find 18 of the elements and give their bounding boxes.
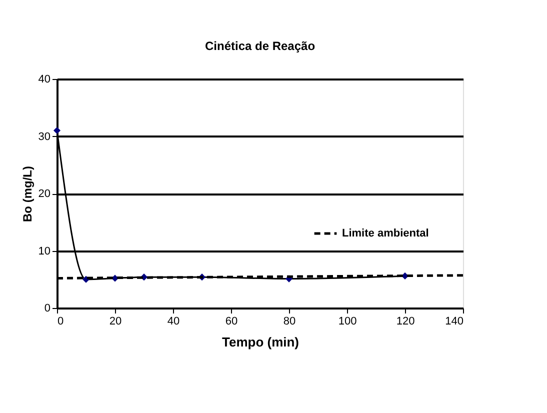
y-tick-label: 40 [38,74,50,86]
legend-label: Limite ambiental [342,227,429,240]
y-tick-label: 20 [38,188,50,200]
x-tick-label: 80 [283,316,296,328]
x-tick-label: 20 [109,316,122,328]
y-tick-label: 30 [38,130,50,143]
x-tick-label: 140 [445,316,464,328]
y-tick-label: 0 [44,302,50,314]
x-tick-label: 120 [396,316,415,328]
x-axis-title: Tempo (min) [222,334,300,350]
x-tick-label: 0 [58,316,64,328]
x-tick-label: 40 [167,316,180,328]
chart-title: Cinética de Reação [204,39,316,53]
y-tick-label: 10 [38,245,50,258]
point [53,126,61,134]
y-axis-title: Bo (mg/L) [20,166,34,222]
x-tick-label: 100 [338,316,357,328]
x-tick-label: 60 [225,316,238,328]
